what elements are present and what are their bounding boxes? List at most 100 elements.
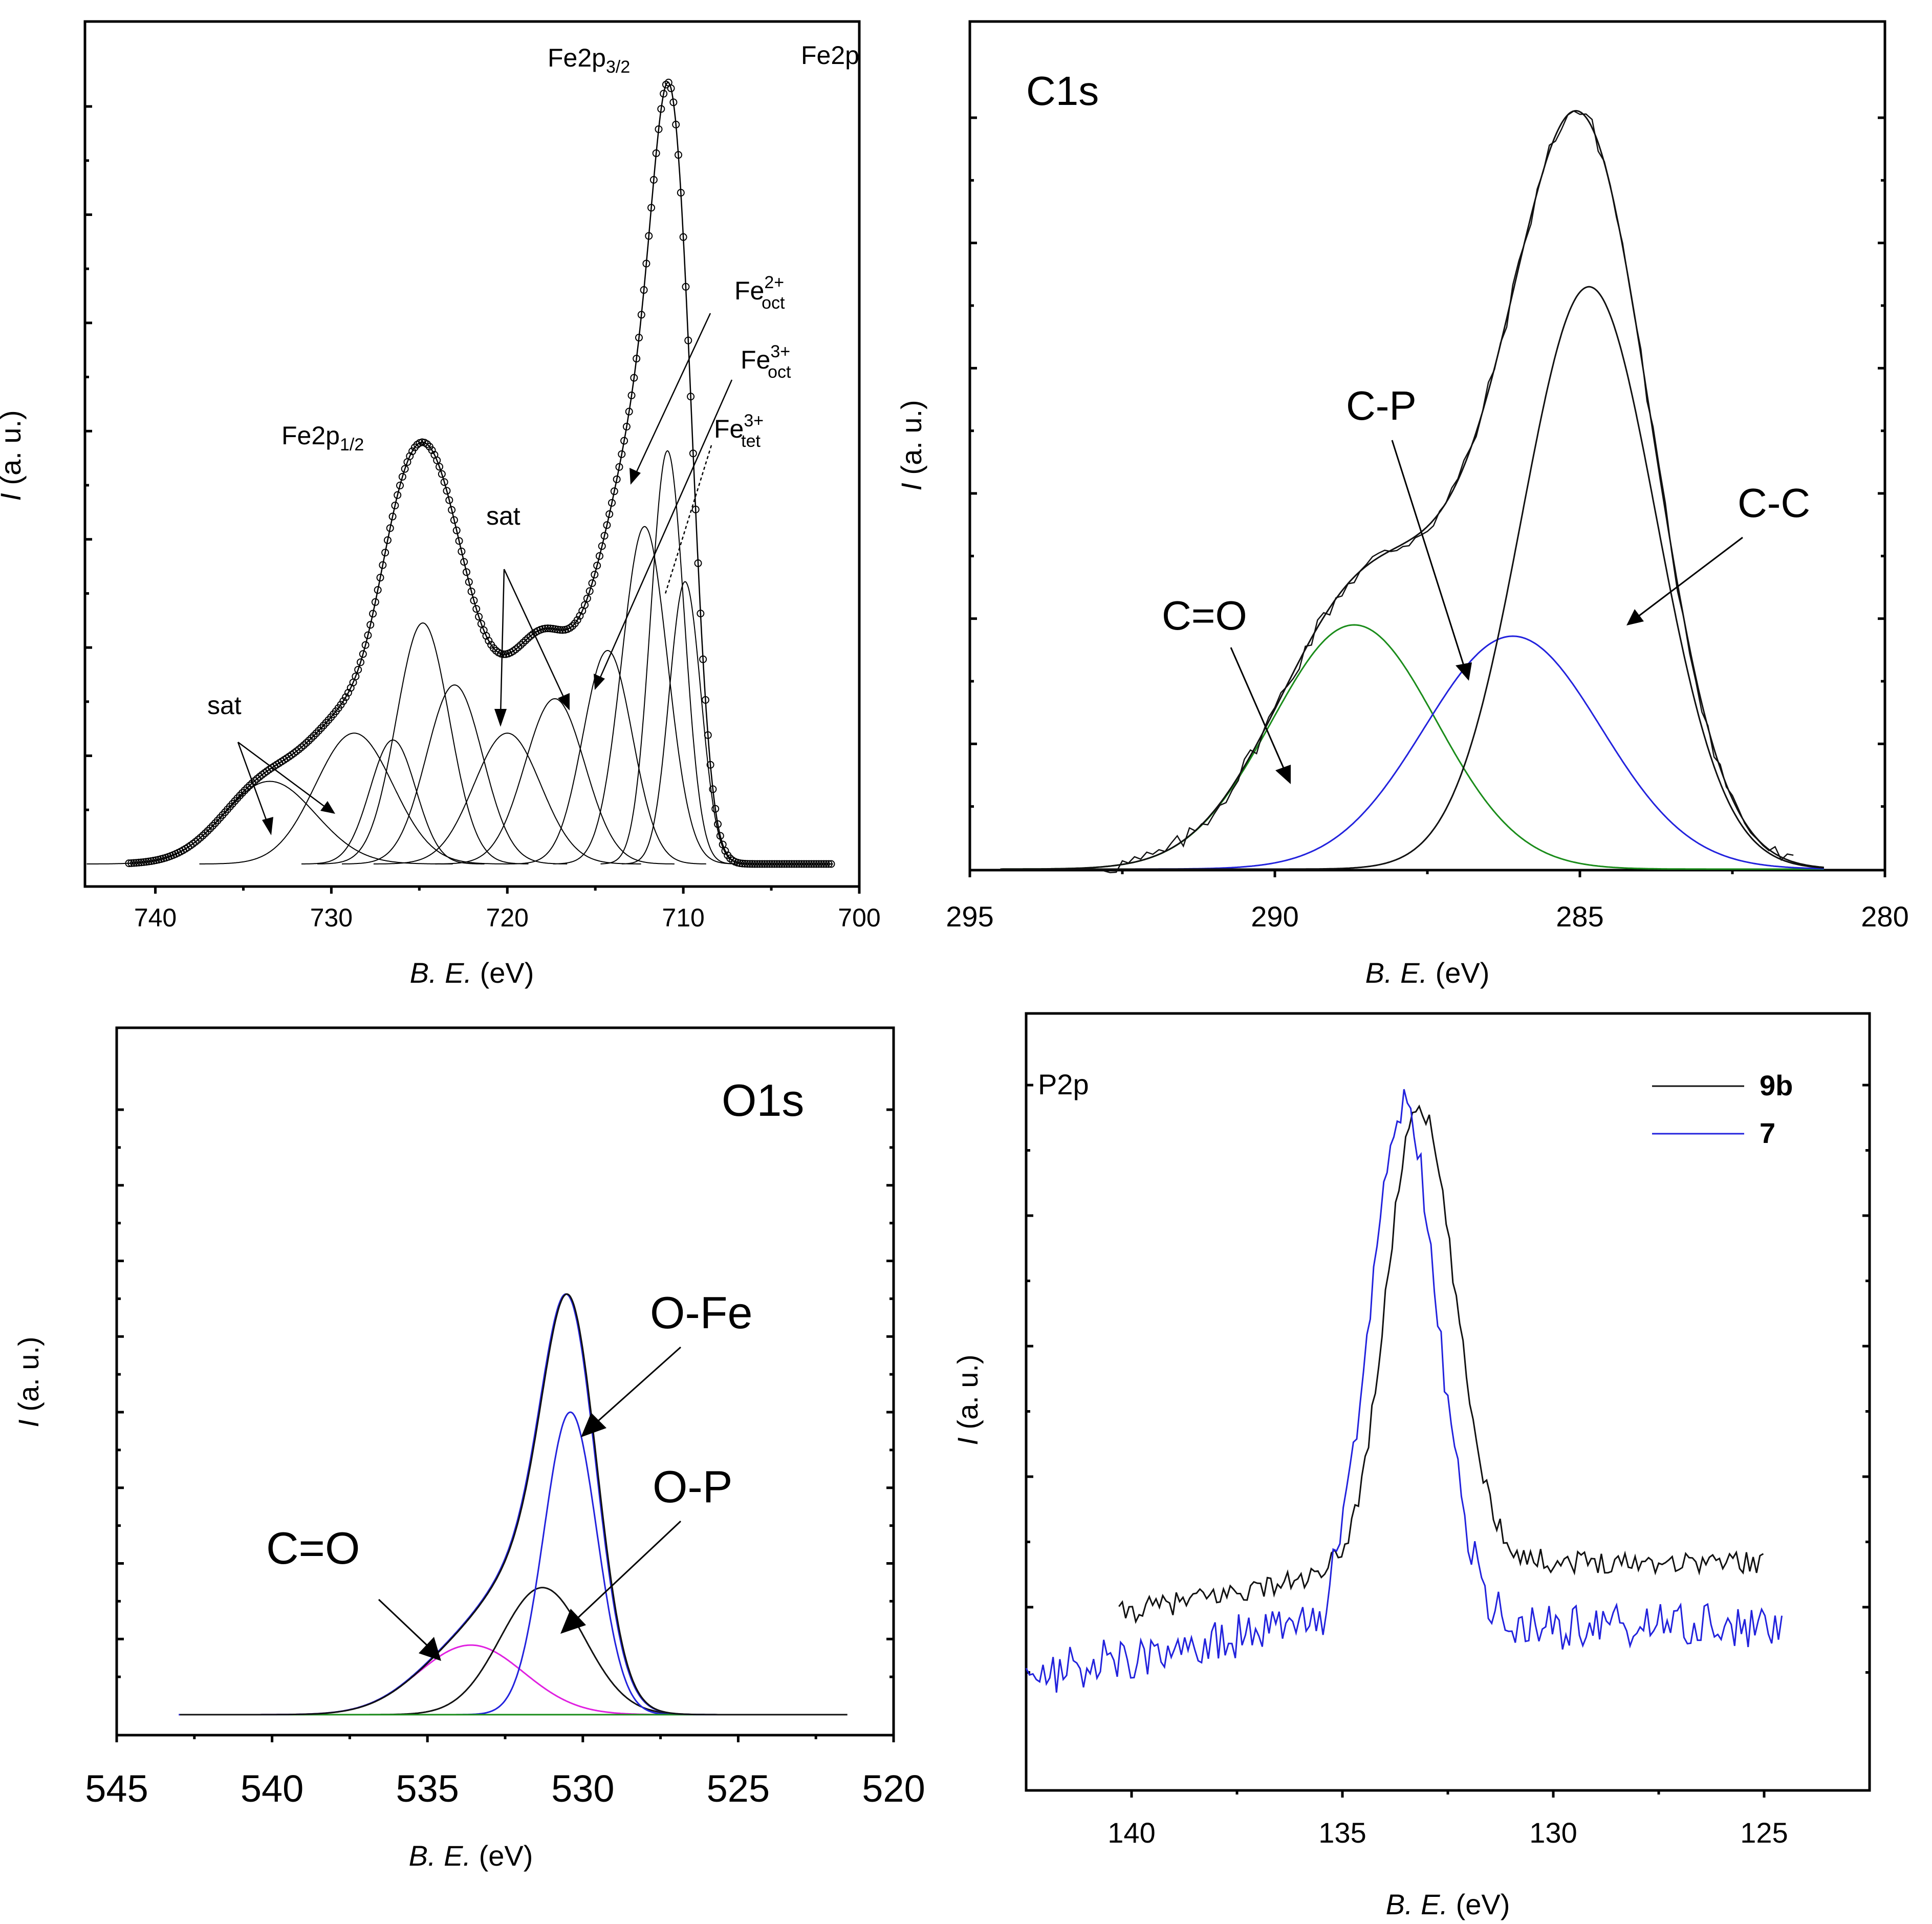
c1s-cp-arrow <box>1391 440 1465 666</box>
fe3-oct-arrow <box>598 379 733 681</box>
fe2p-data-point <box>585 587 594 595</box>
fe2p-data-point <box>238 789 246 797</box>
sat-arrow-4 <box>237 741 328 810</box>
fe2p-data-point <box>315 727 323 735</box>
fe2p-data-point <box>820 860 828 868</box>
fe2p-component-peak <box>317 622 529 864</box>
fe2p-data-point <box>408 447 417 456</box>
fe2p-data-point <box>197 834 205 842</box>
fe2p-data-point <box>445 496 453 504</box>
fe2p-data-point <box>209 822 217 830</box>
fe2p-data-point <box>743 860 751 868</box>
fe2p-data-point <box>605 510 614 518</box>
fe2p-data-point <box>253 775 261 783</box>
c1s-y-ticks <box>970 116 1885 808</box>
o1s-x-ticks: 545 540 535 530 525 520 <box>85 1735 925 1810</box>
fe2p-data-point <box>317 724 325 732</box>
c1s-panel: 295 290 285 280 C1s C=O C-P C-C B. E. (eV) … <box>895 20 1909 989</box>
fe2p-data-point <box>462 568 470 576</box>
fe2p-data-point <box>633 355 641 363</box>
fe2p-data-point <box>802 860 811 868</box>
fe2p-data-point <box>815 860 823 868</box>
fe2p-data-point <box>142 858 150 866</box>
fe2p-data-point <box>132 859 140 867</box>
x-tick-label: 535 <box>396 1767 459 1810</box>
fe2p-data-point <box>396 482 404 490</box>
fe2p-data-point <box>467 588 475 596</box>
fe2p-data-point <box>394 491 402 499</box>
fe2p-data-point <box>625 407 633 416</box>
fe2p-data-point <box>475 613 483 621</box>
fe2p-data-point <box>381 549 389 557</box>
fe2p-data-point <box>477 620 485 628</box>
o1s-op-arrowhead <box>560 1609 586 1634</box>
fe2p-data-point <box>199 831 207 839</box>
x-tick-label: 290 <box>1251 900 1298 933</box>
o1s-fit-envelope <box>180 1293 848 1716</box>
x-tick-label: 700 <box>838 903 880 932</box>
fe2p-data-point <box>135 858 143 867</box>
fe2p-data-point <box>554 625 562 634</box>
fe2p-y-axis-label: I (a. u.) <box>0 410 27 501</box>
fe2p-data-point <box>672 120 680 128</box>
fe2p-data-point <box>524 634 532 642</box>
o1s-co-arrowhead <box>419 1637 441 1661</box>
fe2p-data-point <box>398 472 406 481</box>
fe2p-data-point <box>662 80 670 89</box>
fe2p-data-point <box>364 631 372 639</box>
fe2p-data-point <box>558 626 567 634</box>
fe2p-data-point <box>679 233 687 241</box>
fe2p-data-point <box>827 860 835 868</box>
fe2p-data-point <box>465 578 473 586</box>
fe2p-data-point <box>627 392 636 400</box>
c1s-co-arrowhead <box>1275 765 1291 784</box>
c1s-annotation-arrows <box>1230 440 1743 771</box>
fe2p-data-point <box>438 470 446 478</box>
fe2p-data-point <box>761 860 769 868</box>
fe2p-data-point <box>618 450 626 458</box>
fe2p-component-peak <box>301 739 485 864</box>
fe2p-data-point <box>356 658 364 666</box>
fe2p-component-peak <box>342 684 568 864</box>
c1s-component-C-C <box>1000 286 1824 870</box>
sat-arrowhead-4 <box>320 801 335 814</box>
x-tick-label: 295 <box>946 900 993 933</box>
fe2p-data-point <box>622 423 631 431</box>
fe2p-data-point <box>770 860 778 868</box>
sat-arrowhead-1 <box>494 709 507 727</box>
fe2p-data-point <box>812 860 820 868</box>
fe2p-data-point <box>800 860 808 868</box>
x-tick-label: 285 <box>1556 900 1603 933</box>
fe2p-data-point <box>719 840 727 849</box>
fe2p12-label: Fe2p1/2 <box>281 421 364 455</box>
fe2p-data-point <box>144 857 153 866</box>
p2p-series-7 <box>1025 1089 1783 1693</box>
fe2p-data-point <box>386 524 394 532</box>
fe2p-data-point <box>514 643 523 652</box>
fe2p-data-point <box>361 641 370 649</box>
fe2p-data-point <box>455 537 463 545</box>
fe2-oct-label: Fe2+ oct <box>734 273 785 313</box>
fe2p-data-point <box>436 463 444 471</box>
c1s-component-C-P <box>1000 635 1824 870</box>
fe2p-data-point <box>194 836 202 844</box>
fe2p-data-point <box>669 98 678 106</box>
fe2p-data-point <box>302 739 311 747</box>
fe2p-data-point <box>246 782 254 790</box>
sat-arrow-2 <box>503 569 567 702</box>
fe2p-data-point <box>595 552 603 560</box>
x-tick-label: 125 <box>1740 1817 1788 1849</box>
fe2p-data-point <box>778 860 786 868</box>
fe2p-data-point <box>236 791 244 799</box>
fe2p-data-point <box>359 650 367 658</box>
fe2p-data-point <box>739 859 747 868</box>
fe2p-data-point <box>600 532 609 540</box>
o1s-x-axis-label: B. E. (eV) <box>409 1840 533 1872</box>
fe2p-data-point <box>795 860 803 868</box>
fe2p-data-point <box>379 561 387 569</box>
x-tick-label: 130 <box>1529 1817 1577 1849</box>
fe2p-panel: 740 730 720 710 700 Fe2p Fe2p3/2 Fe2p1/2 sat… <box>0 20 881 989</box>
fe2p-title: Fe2p <box>801 41 859 70</box>
x-tick-label: 540 <box>241 1767 303 1810</box>
fe2p-data-point <box>697 610 705 618</box>
